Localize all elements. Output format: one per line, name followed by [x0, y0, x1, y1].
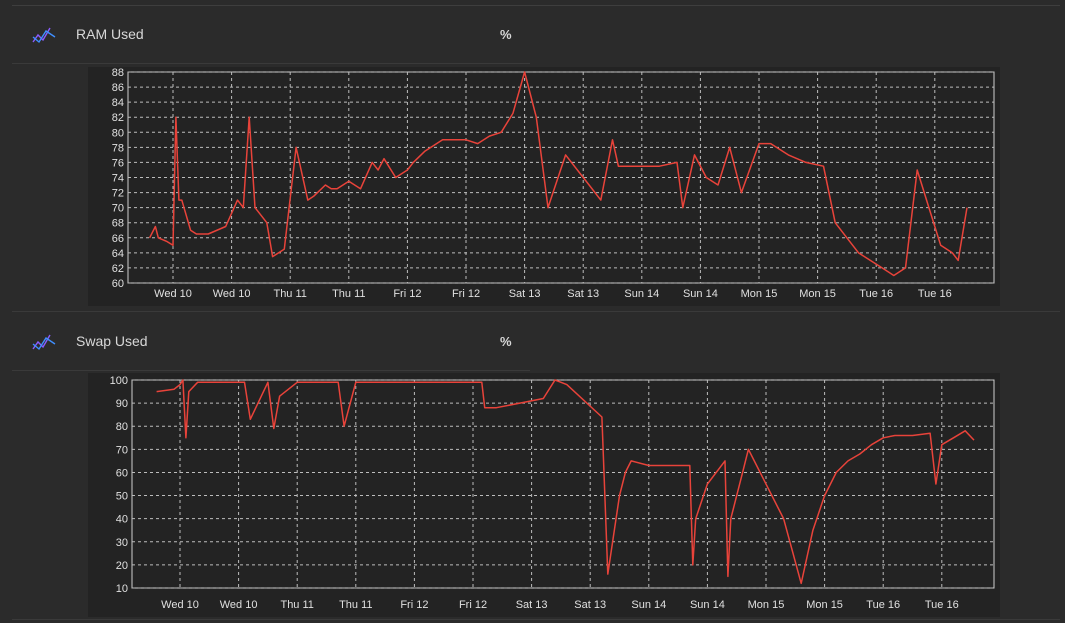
x-tick-label: Wed 10 — [161, 599, 199, 611]
y-tick-label: 74 — [112, 173, 124, 185]
y-tick-label: 30 — [116, 537, 128, 549]
x-tick-label: Thu 11 — [280, 599, 313, 611]
swap-chart-svg: 10 20 30 40 50 60 70 80 90 100 Wed 10 Wed 10 Thu 11 T… — [110, 375, 995, 611]
panel-title: Swap Used — [76, 333, 148, 349]
swap-chart: 10 20 30 40 50 60 70 80 90 100 Wed 10 Wed 10 Thu 11 T… — [88, 373, 1000, 617]
panel-divider — [12, 311, 1060, 312]
x-tick-label: Sun 14 — [683, 288, 718, 300]
x-tick-label: Sun 14 — [690, 599, 725, 611]
y-tick-label: 20 — [116, 560, 128, 572]
x-tick-label: Fri 12 — [452, 288, 480, 300]
ram-chart-svg: 60 62 64 66 68 70 72 74 76 78 80 82 84 86 88 Wed 10 Wed … — [112, 67, 995, 300]
x-tick-label: Tue 16 — [859, 288, 893, 300]
x-tick-label: Wed 10 — [213, 288, 251, 300]
ram-chart: 60 62 64 66 68 70 72 74 76 78 80 82 84 86 88 Wed 10 Wed … — [88, 67, 1000, 306]
swap-used-panel: Swap Used % 10 20 30 40 50 60 70 80 90 100 Wed 10 W… — [12, 312, 1060, 618]
chart-line-icon — [32, 27, 56, 44]
y-tick-label: 88 — [112, 67, 124, 79]
y-tick-label: 100 — [110, 375, 128, 387]
series-line — [148, 71, 968, 277]
panel-unit: % — [500, 27, 512, 42]
x-tick-label: Thu 11 — [332, 288, 365, 300]
x-tick-label: Wed 10 — [154, 288, 192, 300]
x-tick-label: Sat 13 — [516, 599, 548, 611]
swap-used-panel-header: Swap Used % — [12, 312, 530, 371]
y-tick-label: 10 — [116, 583, 128, 595]
x-tick-label: Tue 16 — [925, 599, 959, 611]
plot-frame — [131, 379, 995, 589]
y-tick-label: 72 — [112, 188, 124, 200]
top-divider — [12, 5, 1060, 6]
x-tick-label: Tue 16 — [918, 288, 952, 300]
y-tick-label: 80 — [116, 421, 128, 433]
x-tick-label: Mon 15 — [806, 599, 843, 611]
ram-used-panel-header: RAM Used % — [12, 5, 530, 64]
x-tick-label: Tue 16 — [866, 599, 900, 611]
y-tick-label: 70 — [112, 203, 124, 215]
x-tick-label: Mon 15 — [799, 288, 836, 300]
y-tick-label: 64 — [112, 248, 124, 260]
x-tick-label: Sat 13 — [567, 288, 599, 300]
x-tick-label: Wed 10 — [220, 599, 258, 611]
y-tick-label: 66 — [112, 233, 124, 245]
x-tick-label: Sat 13 — [509, 288, 541, 300]
y-tick-label: 86 — [112, 82, 124, 94]
panel-title: RAM Used — [76, 26, 144, 42]
y-tick-label: 68 — [112, 218, 124, 230]
x-tick-label: Fri 12 — [400, 599, 428, 611]
x-tick-label: Sun 14 — [631, 599, 666, 611]
x-tick-label: Fri 12 — [459, 599, 487, 611]
y-tick-label: 60 — [112, 278, 124, 290]
y-tick-label: 84 — [112, 97, 124, 109]
y-tick-label: 76 — [112, 157, 124, 169]
panel-unit: % — [500, 334, 512, 349]
x-tick-label: Sat 13 — [574, 599, 606, 611]
y-tick-label: 50 — [116, 491, 128, 503]
y-tick-label: 78 — [112, 142, 124, 154]
x-tick-label: Fri 12 — [393, 288, 421, 300]
y-tick-label: 70 — [116, 444, 128, 456]
y-tick-label: 82 — [112, 112, 124, 124]
y-tick-label: 90 — [116, 398, 128, 410]
chart-line-icon — [32, 334, 56, 351]
y-tick-label: 60 — [116, 467, 128, 479]
y-tick-label: 40 — [116, 514, 128, 526]
ram-used-panel: RAM Used % 60 62 64 66 68 70 72 74 76 78 80 82 84 86 8… — [12, 5, 1060, 310]
y-tick-label: 80 — [112, 127, 124, 139]
x-tick-label: Thu 11 — [339, 599, 372, 611]
series-line — [156, 379, 975, 585]
bottom-divider — [12, 619, 1060, 620]
x-tick-label: Mon 15 — [741, 288, 778, 300]
x-tick-label: Thu 11 — [273, 288, 306, 300]
x-tick-label: Mon 15 — [748, 599, 785, 611]
y-tick-label: 62 — [112, 263, 124, 275]
x-tick-label: Sun 14 — [624, 288, 659, 300]
